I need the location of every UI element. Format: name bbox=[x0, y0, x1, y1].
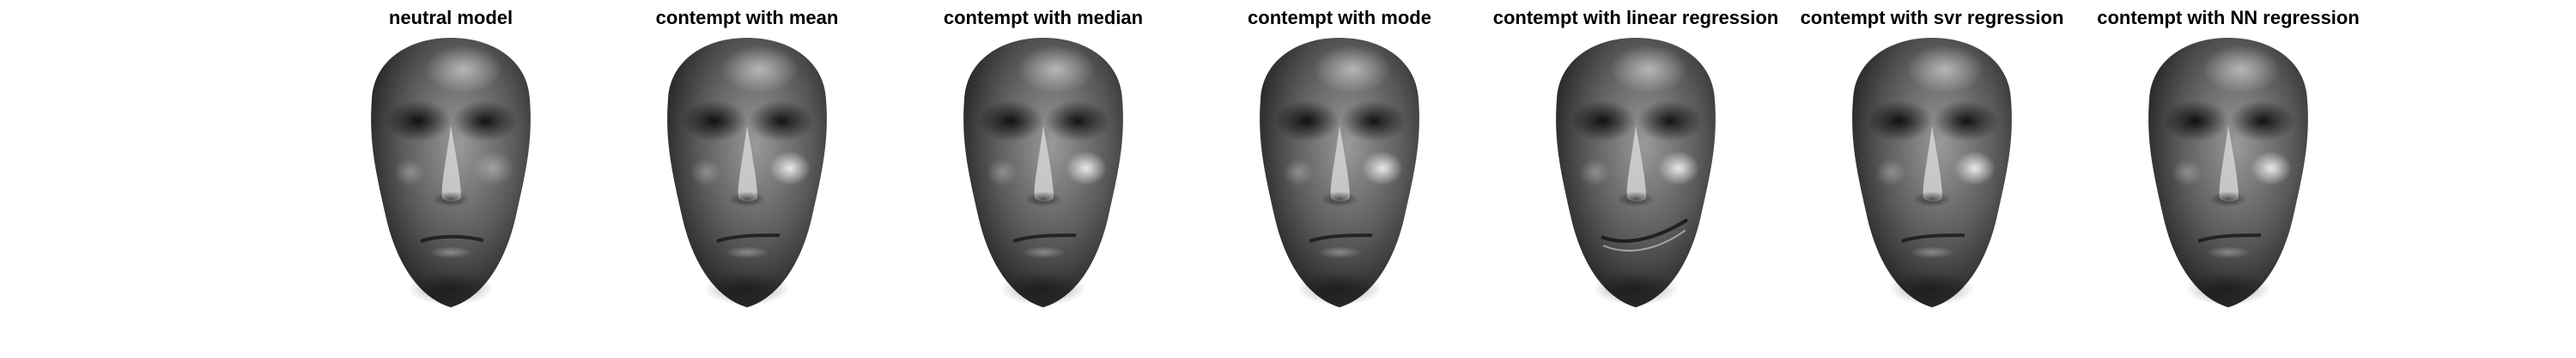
panel-title: contempt with NN regression bbox=[2097, 7, 2360, 28]
panel-title: contempt with mode bbox=[1248, 7, 1431, 28]
panel-neutral-model: neutral model bbox=[305, 0, 597, 358]
face-render-image bbox=[371, 38, 531, 307]
panel-title: contempt with linear regression bbox=[1492, 7, 1779, 28]
face-render-image bbox=[963, 38, 1123, 307]
face-render-image bbox=[2148, 38, 2308, 307]
panel-contempt-nn-regression: contempt with NN regression bbox=[2082, 0, 2374, 358]
face-render-image bbox=[1260, 38, 1419, 307]
panel-contempt-mean: contempt with mean bbox=[601, 0, 893, 358]
face-render-image bbox=[1852, 38, 2012, 307]
panel-contempt-mode: contempt with mode bbox=[1194, 0, 1485, 358]
panel-title: contempt with svr regression bbox=[1800, 7, 2064, 28]
panel-contempt-median: contempt with median bbox=[897, 0, 1189, 358]
panel-contempt-linear-regression: contempt with linear regression bbox=[1490, 0, 1782, 358]
panel-contempt-svr-regression: contempt with svr regression bbox=[1786, 0, 2078, 358]
panel-title: contempt with median bbox=[943, 7, 1144, 28]
panel-title: neutral model bbox=[388, 7, 513, 28]
panel-title: contempt with mean bbox=[655, 7, 839, 28]
face-render-image bbox=[1556, 38, 1716, 307]
face-render-image bbox=[667, 38, 827, 307]
